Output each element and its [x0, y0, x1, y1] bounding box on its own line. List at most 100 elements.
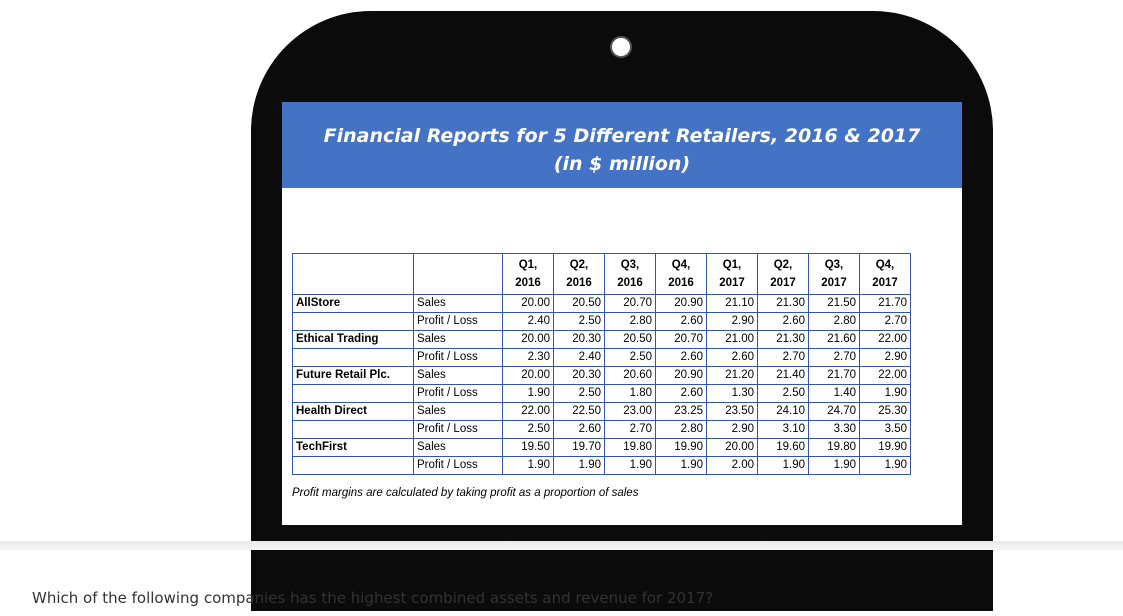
value-cell: 1.90 — [859, 384, 911, 403]
header-q2-2016: Q2, 2016 — [553, 253, 605, 295]
value-cell: 19.60 — [757, 438, 809, 457]
metric-cell: Profit / Loss — [413, 348, 503, 367]
report-banner: Financial Reports for 5 Different Retail… — [282, 102, 962, 188]
table-row: Ethical Trading Sales 20.00 20.30 20.50 20.70… — [292, 330, 911, 349]
company-cell: AllStore — [292, 294, 414, 313]
tablet-screen: Financial Reports for 5 Different Retail… — [282, 102, 962, 525]
value-cell: 1.90 — [604, 456, 656, 475]
company-cell: TechFirst — [292, 438, 414, 457]
value-cell: 21.70 — [859, 294, 911, 313]
value-cell: 20.30 — [553, 330, 605, 349]
company-cell — [292, 456, 414, 475]
table-row: Profit / Loss 1.90 2.50 1.80 2.60 1.30 2.50 1.4… — [292, 384, 911, 403]
header-q3-2017: Q3, 2017 — [808, 253, 860, 295]
company-cell: Ethical Trading — [292, 330, 414, 349]
value-cell: 3.10 — [757, 420, 809, 439]
value-cell: 23.50 — [706, 402, 758, 421]
value-cell: 20.60 — [604, 366, 656, 385]
value-cell: 20.70 — [604, 294, 656, 313]
table-row: Future Retail Plc. Sales 20.00 20.30 20.60 20… — [292, 366, 911, 385]
value-cell: 20.30 — [553, 366, 605, 385]
value-cell: 2.80 — [808, 312, 860, 331]
metric-cell: Profit / Loss — [413, 456, 503, 475]
company-cell: Future Retail Plc. — [292, 366, 414, 385]
table-body: AllStore Sales 20.00 20.50 20.70 20.90 21.10 21… — [292, 294, 911, 475]
value-cell: 3.50 — [859, 420, 911, 439]
value-cell: 2.60 — [706, 348, 758, 367]
value-cell: 22.00 — [859, 366, 911, 385]
value-cell: 1.90 — [502, 384, 554, 403]
value-cell: 2.80 — [604, 312, 656, 331]
company-cell — [292, 420, 414, 439]
value-cell: 2.70 — [757, 348, 809, 367]
value-cell: 2.50 — [502, 420, 554, 439]
value-cell: 2.90 — [706, 312, 758, 331]
metric-cell: Sales — [413, 366, 503, 385]
table-row: Profit / Loss 2.40 2.50 2.80 2.60 2.90 2.60 2.8… — [292, 312, 911, 331]
value-cell: 23.25 — [655, 402, 707, 421]
camera-icon — [610, 36, 632, 58]
metric-cell: Profit / Loss — [413, 384, 503, 403]
value-cell: 25.30 — [859, 402, 911, 421]
table-header-row: Q1, 2016 Q2, 2016 Q3, 2016 Q4, 2016 Q1, 2017 … — [292, 253, 911, 295]
metric-cell: Sales — [413, 330, 503, 349]
value-cell: 21.60 — [808, 330, 860, 349]
value-cell: 19.80 — [808, 438, 860, 457]
value-cell: 22.00 — [859, 330, 911, 349]
company-cell: Health Direct — [292, 402, 414, 421]
value-cell: 19.50 — [502, 438, 554, 457]
value-cell: 20.00 — [502, 366, 554, 385]
value-cell: 1.90 — [859, 456, 911, 475]
value-cell: 19.90 — [859, 438, 911, 457]
value-cell: 21.50 — [808, 294, 860, 313]
value-cell: 1.80 — [604, 384, 656, 403]
value-cell: 20.50 — [553, 294, 605, 313]
header-q1-2016: Q1, 2016 — [502, 253, 554, 295]
table-row: Health Direct Sales 22.00 22.50 23.00 23.25 23… — [292, 402, 911, 421]
value-cell: 2.60 — [655, 384, 707, 403]
value-cell: 2.50 — [553, 312, 605, 331]
metric-cell: Profit / Loss — [413, 312, 503, 331]
value-cell: 2.70 — [859, 312, 911, 331]
value-cell: 20.00 — [502, 330, 554, 349]
value-cell: 20.00 — [502, 294, 554, 313]
value-cell: 20.70 — [655, 330, 707, 349]
header-q3-2016: Q3, 2016 — [604, 253, 656, 295]
footnote: Profit margins are calculated by taking … — [292, 487, 639, 499]
value-cell: 2.40 — [553, 348, 605, 367]
value-cell: 21.30 — [757, 294, 809, 313]
metric-cell: Sales — [413, 294, 503, 313]
value-cell: 19.90 — [655, 438, 707, 457]
value-cell: 1.30 — [706, 384, 758, 403]
value-cell: 3.30 — [808, 420, 860, 439]
value-cell: 2.70 — [604, 420, 656, 439]
company-cell — [292, 348, 414, 367]
report-title: Financial Reports for 5 Different Retail… — [323, 125, 921, 147]
value-cell: 20.90 — [655, 366, 707, 385]
value-cell: 21.20 — [706, 366, 758, 385]
value-cell: 2.80 — [655, 420, 707, 439]
table-row: TechFirst Sales 19.50 19.70 19.80 19.90 20.00 1… — [292, 438, 911, 457]
value-cell: 2.50 — [604, 348, 656, 367]
value-cell: 24.10 — [757, 402, 809, 421]
value-cell: 20.90 — [655, 294, 707, 313]
value-cell: 1.90 — [808, 456, 860, 475]
company-cell — [292, 384, 414, 403]
table-row: Profit / Loss 1.90 1.90 1.90 1.90 2.00 1.90 1.9… — [292, 456, 911, 475]
header-q2-2017: Q2, 2017 — [757, 253, 809, 295]
value-cell: 23.00 — [604, 402, 656, 421]
header-q4-2017: Q4, 2017 — [859, 253, 911, 295]
value-cell: 1.90 — [655, 456, 707, 475]
table-row: AllStore Sales 20.00 20.50 20.70 20.90 21.10 21… — [292, 294, 911, 313]
value-cell: 21.70 — [808, 366, 860, 385]
value-cell: 21.10 — [706, 294, 758, 313]
question-text: Which of the following companies has the… — [32, 589, 714, 607]
company-cell — [292, 312, 414, 331]
report-subtitle: (in $ million) — [553, 153, 691, 175]
value-cell: 2.60 — [553, 420, 605, 439]
value-cell: 1.90 — [502, 456, 554, 475]
financial-table: Q1, 2016 Q2, 2016 Q3, 2016 Q4, 2016 Q1, 2017 … — [292, 253, 911, 475]
value-cell: 2.40 — [502, 312, 554, 331]
value-cell: 2.30 — [502, 348, 554, 367]
value-cell: 21.00 — [706, 330, 758, 349]
